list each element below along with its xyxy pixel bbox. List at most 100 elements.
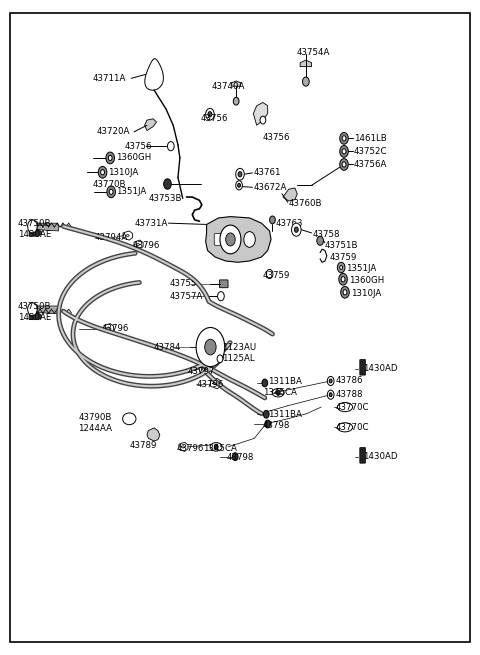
Text: 43756A: 43756A bbox=[354, 160, 387, 169]
Text: 43796: 43796 bbox=[102, 324, 129, 333]
Text: 1351JA: 1351JA bbox=[116, 187, 146, 196]
Text: 43756: 43756 bbox=[263, 132, 290, 141]
Circle shape bbox=[276, 390, 280, 396]
Text: 43757A: 43757A bbox=[169, 291, 203, 301]
Circle shape bbox=[262, 379, 268, 387]
Circle shape bbox=[342, 149, 346, 154]
Circle shape bbox=[168, 141, 174, 151]
Text: 43786: 43786 bbox=[336, 377, 363, 386]
Text: 43759: 43759 bbox=[330, 253, 357, 261]
Circle shape bbox=[337, 262, 345, 272]
Text: 43796: 43796 bbox=[177, 443, 204, 453]
Polygon shape bbox=[37, 223, 59, 231]
Circle shape bbox=[270, 216, 276, 224]
Text: 43788: 43788 bbox=[336, 390, 363, 399]
Text: 1430AE: 1430AE bbox=[18, 313, 51, 322]
Text: 1125AL: 1125AL bbox=[222, 354, 254, 364]
Circle shape bbox=[340, 159, 348, 170]
Text: 43770C: 43770C bbox=[336, 403, 369, 412]
Circle shape bbox=[339, 273, 348, 285]
Circle shape bbox=[238, 172, 242, 177]
Circle shape bbox=[107, 186, 116, 198]
Circle shape bbox=[294, 227, 298, 233]
FancyBboxPatch shape bbox=[360, 360, 365, 375]
Text: 43784: 43784 bbox=[153, 343, 180, 352]
Polygon shape bbox=[29, 230, 41, 236]
Text: 43797: 43797 bbox=[188, 367, 215, 376]
Text: 1360GH: 1360GH bbox=[349, 276, 384, 285]
Polygon shape bbox=[144, 119, 156, 130]
Text: 1244AA: 1244AA bbox=[78, 424, 112, 433]
Circle shape bbox=[217, 291, 224, 301]
Text: 43789: 43789 bbox=[129, 441, 156, 450]
Text: 43750B: 43750B bbox=[18, 302, 51, 311]
Text: 43720A: 43720A bbox=[97, 127, 130, 136]
Text: 43798: 43798 bbox=[263, 421, 290, 430]
Text: 43760B: 43760B bbox=[288, 199, 322, 208]
Polygon shape bbox=[29, 313, 41, 320]
Text: 43731A: 43731A bbox=[134, 219, 168, 228]
FancyBboxPatch shape bbox=[214, 234, 226, 246]
FancyBboxPatch shape bbox=[360, 447, 365, 463]
Polygon shape bbox=[253, 102, 268, 125]
Circle shape bbox=[196, 328, 225, 367]
Ellipse shape bbox=[122, 413, 136, 424]
Ellipse shape bbox=[272, 388, 284, 397]
Circle shape bbox=[244, 232, 255, 248]
Text: 43753B: 43753B bbox=[148, 194, 182, 203]
Polygon shape bbox=[179, 442, 188, 451]
Polygon shape bbox=[300, 60, 312, 67]
Circle shape bbox=[232, 453, 238, 460]
Circle shape bbox=[291, 223, 301, 236]
Polygon shape bbox=[205, 217, 271, 262]
Circle shape bbox=[217, 355, 223, 363]
Text: 43770B: 43770B bbox=[93, 179, 126, 189]
Circle shape bbox=[302, 77, 309, 86]
Text: 43758: 43758 bbox=[312, 230, 340, 238]
Circle shape bbox=[329, 379, 332, 383]
Circle shape bbox=[340, 145, 348, 157]
Polygon shape bbox=[104, 324, 114, 333]
Text: 43740A: 43740A bbox=[211, 82, 245, 90]
Text: 43756: 43756 bbox=[201, 114, 228, 123]
Text: 1345CA: 1345CA bbox=[263, 388, 297, 397]
Circle shape bbox=[342, 162, 346, 167]
Circle shape bbox=[329, 393, 332, 397]
Circle shape bbox=[341, 276, 345, 282]
Text: 1311BA: 1311BA bbox=[268, 410, 301, 419]
Text: 43770C: 43770C bbox=[336, 422, 369, 432]
Text: 43711A: 43711A bbox=[93, 74, 126, 83]
Text: 43763: 43763 bbox=[276, 219, 303, 228]
Polygon shape bbox=[199, 364, 209, 375]
Text: 43759: 43759 bbox=[263, 271, 290, 280]
Ellipse shape bbox=[210, 443, 222, 451]
Polygon shape bbox=[210, 379, 221, 389]
Circle shape bbox=[327, 390, 334, 400]
Text: 43796: 43796 bbox=[132, 242, 159, 250]
Circle shape bbox=[343, 290, 347, 295]
Text: 1310JA: 1310JA bbox=[108, 168, 139, 177]
Ellipse shape bbox=[337, 403, 353, 411]
Text: 1351JA: 1351JA bbox=[346, 265, 376, 273]
Polygon shape bbox=[145, 59, 163, 90]
Text: 1311BA: 1311BA bbox=[268, 377, 301, 386]
Circle shape bbox=[236, 168, 244, 180]
Text: 1430AD: 1430AD bbox=[363, 452, 397, 461]
Circle shape bbox=[226, 233, 235, 246]
Circle shape bbox=[340, 265, 343, 269]
Ellipse shape bbox=[337, 422, 353, 432]
Circle shape bbox=[340, 132, 348, 144]
Polygon shape bbox=[123, 231, 132, 240]
Circle shape bbox=[28, 303, 37, 316]
Text: 43752C: 43752C bbox=[354, 147, 387, 156]
Circle shape bbox=[342, 136, 346, 141]
Text: 43798: 43798 bbox=[227, 453, 254, 462]
FancyBboxPatch shape bbox=[218, 345, 225, 352]
Circle shape bbox=[208, 111, 212, 117]
Circle shape bbox=[98, 166, 107, 178]
Circle shape bbox=[236, 181, 242, 190]
Circle shape bbox=[214, 444, 218, 449]
Polygon shape bbox=[134, 240, 143, 250]
Circle shape bbox=[260, 116, 266, 124]
Polygon shape bbox=[147, 428, 160, 441]
